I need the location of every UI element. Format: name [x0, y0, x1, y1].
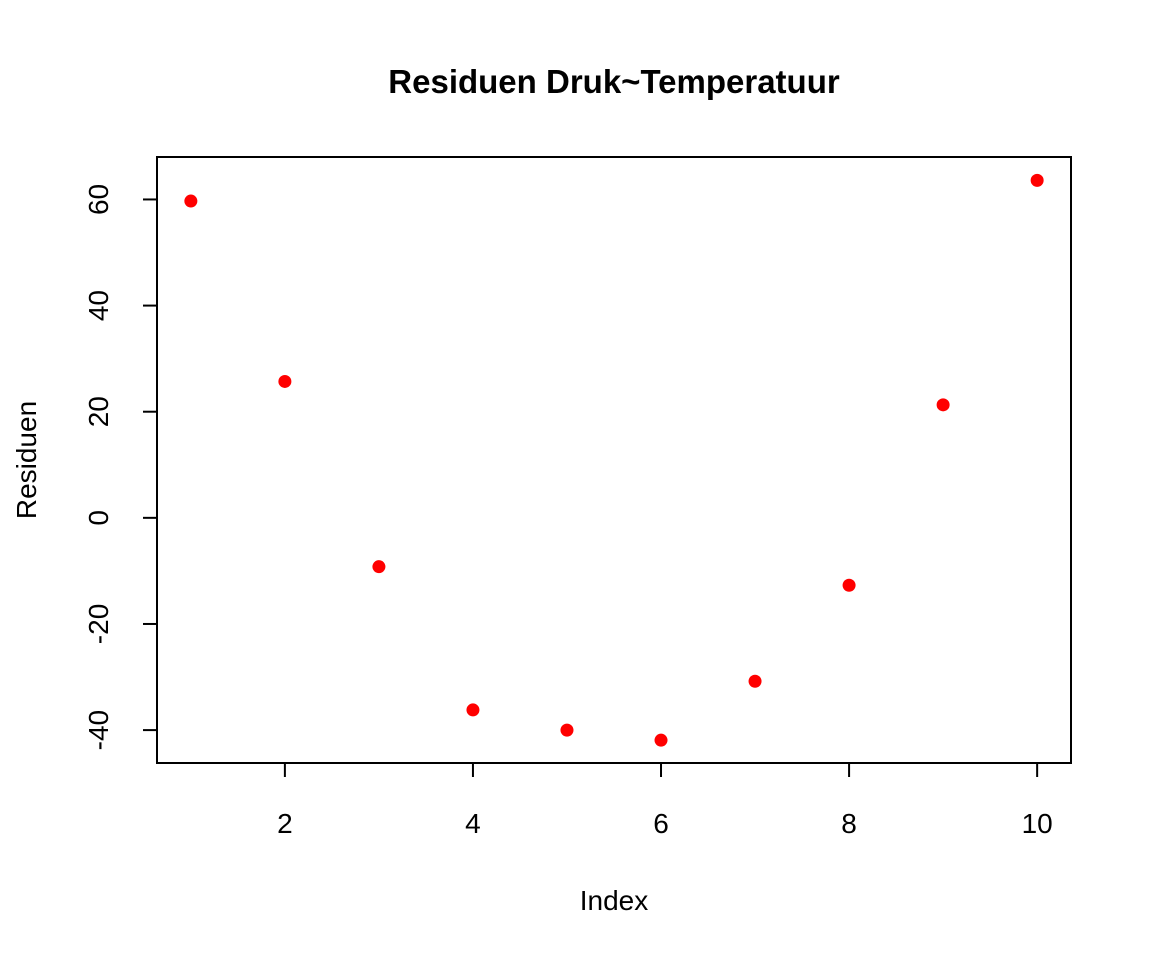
- x-axis: 2 4 6 8 10: [277, 763, 1053, 839]
- x-tick-label: 10: [1022, 808, 1053, 839]
- data-point: [278, 374, 292, 388]
- y-tick-label: 20: [83, 396, 114, 427]
- x-tick-label: 6: [653, 808, 669, 839]
- y-axis: -40 -20 0 20 40 60: [83, 184, 157, 750]
- x-tick-label: 4: [465, 808, 481, 839]
- data-point: [1030, 173, 1044, 187]
- y-tick-label: 40: [83, 290, 114, 321]
- plot-frame: [156, 156, 1072, 764]
- data-points: [184, 173, 1044, 747]
- data-point: [654, 733, 668, 747]
- x-tick-label: 8: [841, 808, 857, 839]
- x-axis-label: Index: [580, 885, 649, 916]
- data-point: [466, 703, 480, 717]
- data-point: [748, 674, 762, 688]
- y-tick-label: 60: [83, 184, 114, 215]
- data-point: [842, 578, 856, 592]
- x-tick-label: 2: [277, 808, 293, 839]
- data-point: [372, 560, 386, 574]
- y-tick-label: 0: [83, 510, 114, 526]
- y-tick-label: -40: [83, 710, 114, 750]
- chart-title: Residuen Druk~Temperatuur: [388, 63, 840, 100]
- y-axis-label: Residuen: [11, 401, 42, 519]
- data-point: [936, 398, 950, 412]
- data-point: [560, 723, 574, 737]
- data-point: [184, 194, 198, 208]
- y-tick-label: -20: [83, 604, 114, 644]
